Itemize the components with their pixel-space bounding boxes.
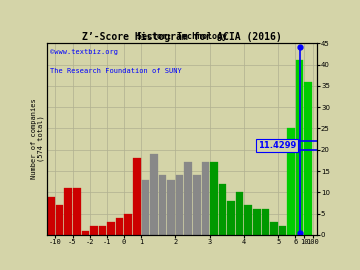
Bar xyxy=(202,163,209,235)
Text: 11.4299: 11.4299 xyxy=(258,141,296,150)
Text: The Research Foundation of SUNY: The Research Foundation of SUNY xyxy=(50,68,181,74)
Bar xyxy=(64,188,72,235)
Bar xyxy=(193,175,201,235)
Bar xyxy=(167,180,175,235)
Bar xyxy=(244,205,252,235)
Text: Sector: Technology: Sector: Technology xyxy=(137,32,227,41)
Bar xyxy=(82,231,89,235)
Bar xyxy=(125,214,132,235)
Bar xyxy=(287,129,295,235)
Bar xyxy=(116,218,123,235)
Bar xyxy=(210,163,218,235)
Title: Z’-Score Histogram for ACIA (2016): Z’-Score Histogram for ACIA (2016) xyxy=(82,32,282,42)
Bar xyxy=(47,197,55,235)
Bar xyxy=(73,188,81,235)
Bar xyxy=(219,184,226,235)
Bar xyxy=(90,226,98,235)
Bar xyxy=(159,175,166,235)
Bar xyxy=(227,201,235,235)
Bar xyxy=(141,180,149,235)
Bar xyxy=(56,205,63,235)
Bar xyxy=(184,163,192,235)
Bar xyxy=(305,82,312,235)
Bar xyxy=(236,192,243,235)
Bar xyxy=(133,158,140,235)
Bar xyxy=(270,222,278,235)
Bar xyxy=(296,60,303,235)
Bar xyxy=(253,209,261,235)
Bar xyxy=(176,175,184,235)
Y-axis label: Number of companies
(574 total): Number of companies (574 total) xyxy=(31,99,44,180)
Bar xyxy=(107,222,115,235)
Bar xyxy=(262,209,269,235)
Bar xyxy=(150,154,158,235)
Bar xyxy=(279,226,286,235)
Bar xyxy=(99,226,106,235)
Text: ©www.textbiz.org: ©www.textbiz.org xyxy=(50,49,117,55)
